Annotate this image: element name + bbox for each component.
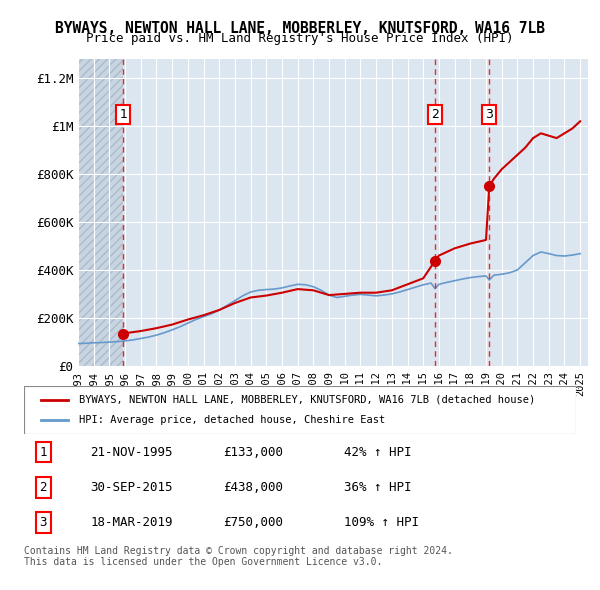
Text: BYWAYS, NEWTON HALL LANE, MOBBERLEY, KNUTSFORD, WA16 7LB (detached house): BYWAYS, NEWTON HALL LANE, MOBBERLEY, KNU… [79,395,535,405]
Text: 3: 3 [485,108,493,121]
Text: 21-NOV-1995: 21-NOV-1995 [90,445,173,459]
Text: 18-MAR-2019: 18-MAR-2019 [90,516,173,529]
Text: BYWAYS, NEWTON HALL LANE, MOBBERLEY, KNUTSFORD, WA16 7LB: BYWAYS, NEWTON HALL LANE, MOBBERLEY, KNU… [55,21,545,35]
Text: 42% ↑ HPI: 42% ↑ HPI [344,445,412,459]
Text: Price paid vs. HM Land Registry's House Price Index (HPI): Price paid vs. HM Land Registry's House … [86,32,514,45]
Text: £438,000: £438,000 [223,481,283,494]
Text: £133,000: £133,000 [223,445,283,459]
Text: Contains HM Land Registry data © Crown copyright and database right 2024.
This d: Contains HM Land Registry data © Crown c… [24,546,453,568]
Text: 1: 1 [40,445,47,459]
Bar [78,59,124,366]
Text: 36% ↑ HPI: 36% ↑ HPI [344,481,412,494]
Text: 3: 3 [40,516,47,529]
Text: £750,000: £750,000 [223,516,283,529]
Text: 2: 2 [431,108,439,121]
FancyBboxPatch shape [24,386,576,434]
Text: HPI: Average price, detached house, Cheshire East: HPI: Average price, detached house, Ches… [79,415,385,425]
Text: 109% ↑ HPI: 109% ↑ HPI [344,516,419,529]
Text: 2: 2 [40,481,47,494]
Text: 30-SEP-2015: 30-SEP-2015 [90,481,173,494]
Text: 1: 1 [119,108,127,121]
